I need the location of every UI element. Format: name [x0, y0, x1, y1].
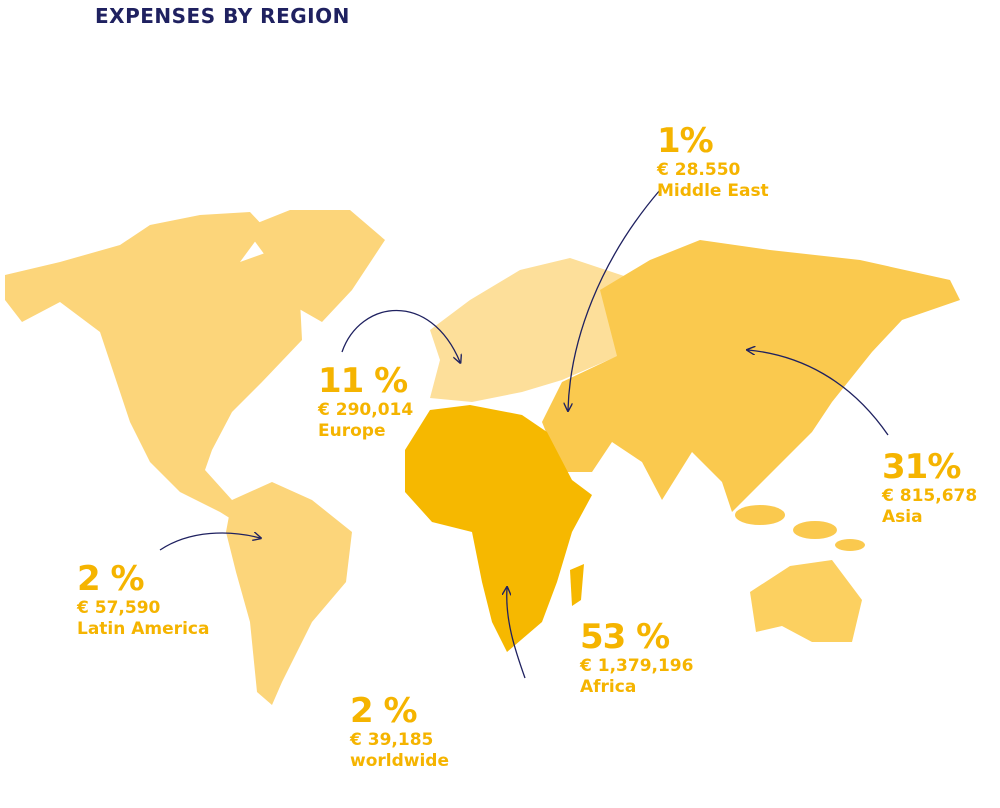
region-name: Europe [318, 420, 386, 441]
amount: € 815,678 [882, 485, 978, 506]
region-label: 53 % € 1,379,196 Africa [580, 617, 694, 698]
amount: € 57,590 [77, 597, 161, 618]
region-label: 1% € 28.550 Middle East [657, 121, 769, 202]
amount: € 39,185 [350, 729, 434, 750]
percent: 31% [882, 447, 961, 487]
asia [542, 240, 960, 512]
arrow [568, 189, 661, 410]
region-label: 2 % € 39,185 worldwide [350, 691, 449, 772]
arrow [159, 533, 260, 551]
title: EXPENSES BY REGION [95, 4, 350, 28]
region-name: Africa [580, 676, 637, 697]
percent: 2 % [77, 559, 145, 599]
percent: 1% [657, 121, 714, 161]
australia [750, 560, 862, 642]
madagascar [570, 564, 584, 606]
region-name: Asia [882, 506, 923, 527]
south-america [226, 482, 352, 705]
region-name: Latin America [77, 618, 210, 639]
region-label: 31% € 815,678 Asia [882, 447, 978, 528]
amount: € 1,379,196 [580, 655, 694, 676]
region-name: Middle East [657, 180, 769, 201]
africa [405, 405, 592, 652]
arrow [341, 310, 460, 363]
amount: € 290,014 [318, 399, 414, 420]
arrow [748, 350, 889, 436]
europe [430, 258, 630, 402]
percent: 53 % [580, 617, 670, 657]
island [835, 539, 865, 551]
percent: 11 % [318, 361, 408, 401]
region-label: 11 % € 290,014 Europe [318, 361, 414, 442]
north-america [5, 212, 302, 532]
island [735, 505, 785, 525]
region-name: worldwide [350, 750, 449, 771]
island [793, 521, 837, 539]
amount: € 28.550 [657, 159, 741, 180]
region-label: 2 % € 57,590 Latin America [77, 559, 210, 640]
arrow [507, 588, 526, 679]
greenland [245, 210, 385, 322]
percent: 2 % [350, 691, 418, 731]
